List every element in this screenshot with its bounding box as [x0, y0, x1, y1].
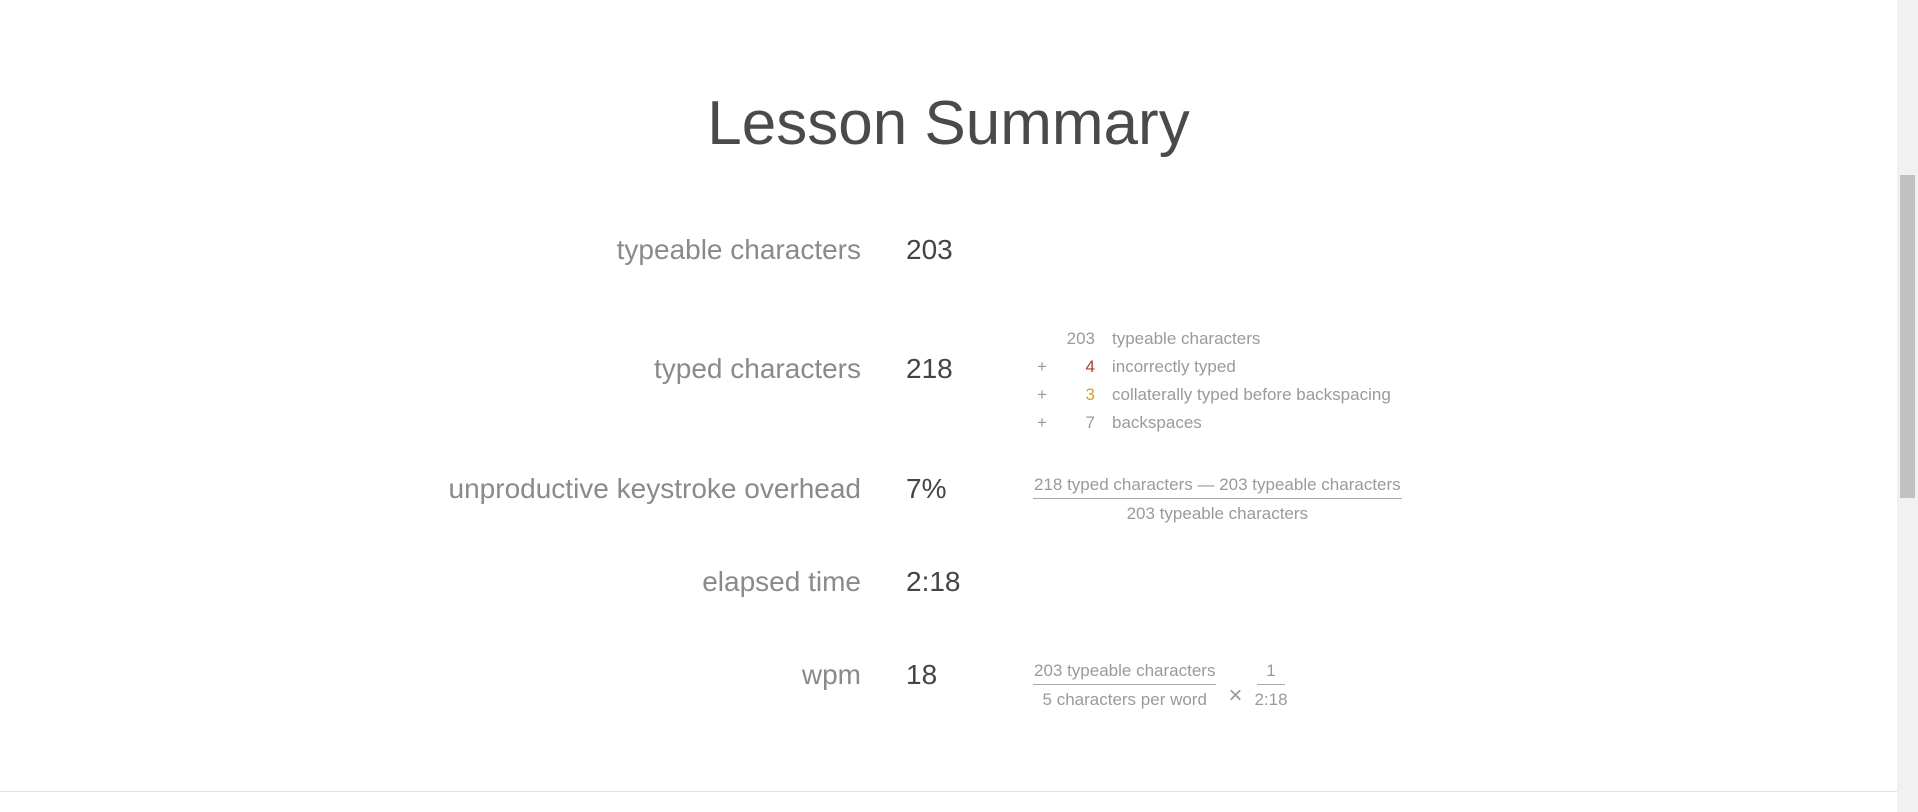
fraction: 1 2:18	[1254, 661, 1287, 710]
formula-denominator: 2:18	[1254, 689, 1288, 709]
overhead-formula: 218 typed characters — 203 typeable char…	[1033, 475, 1402, 524]
row-value: 18	[906, 659, 938, 690]
breakdown-operator: +	[1037, 413, 1047, 432]
row-value: 2:18	[906, 566, 961, 597]
breakdown-operator: +	[1037, 357, 1047, 376]
row-label: unproductive keystroke overhead	[448, 473, 861, 504]
breakdown-number: 3	[1085, 385, 1095, 404]
row-value: 218	[906, 353, 953, 384]
formula-denominator: 203 typeable characters	[1126, 504, 1309, 523]
page-title: Lesson Summary	[707, 89, 1190, 158]
formula-denominator: 5 characters per word	[1042, 689, 1207, 709]
breakdown-text: backspaces	[1112, 413, 1202, 432]
formula-numerator: 203 typeable characters	[1033, 661, 1217, 685]
breakdown-number: 4	[1085, 357, 1095, 376]
breakdown-text: typeable characters	[1112, 329, 1261, 348]
formula-numerator: 1	[1257, 661, 1285, 685]
row-label: wpm	[801, 659, 861, 690]
scrollbar-thumb[interactable]	[1900, 175, 1915, 498]
row-label: typed characters	[654, 353, 861, 384]
fraction: 203 typeable characters 5 characters per…	[1033, 661, 1217, 710]
formula-numerator: 218 typed characters — 203 typeable char…	[1033, 475, 1402, 499]
breakdown-text: collaterally typed before backspacing	[1112, 385, 1391, 404]
breakdown-text: incorrectly typed	[1112, 357, 1236, 376]
row-value: 203	[906, 234, 953, 265]
breakdown-number: 7	[1085, 413, 1095, 432]
breakdown-operator: +	[1037, 385, 1047, 404]
row-value: 7%	[906, 473, 947, 504]
formula-operator: ×	[1228, 682, 1243, 709]
row-label: elapsed time	[702, 566, 861, 597]
wpm-formula: 203 typeable characters 5 characters per…	[1033, 660, 1288, 710]
divider	[0, 791, 1897, 792]
row-label: typeable characters	[616, 234, 861, 265]
breakdown-number: 203	[1066, 329, 1095, 348]
